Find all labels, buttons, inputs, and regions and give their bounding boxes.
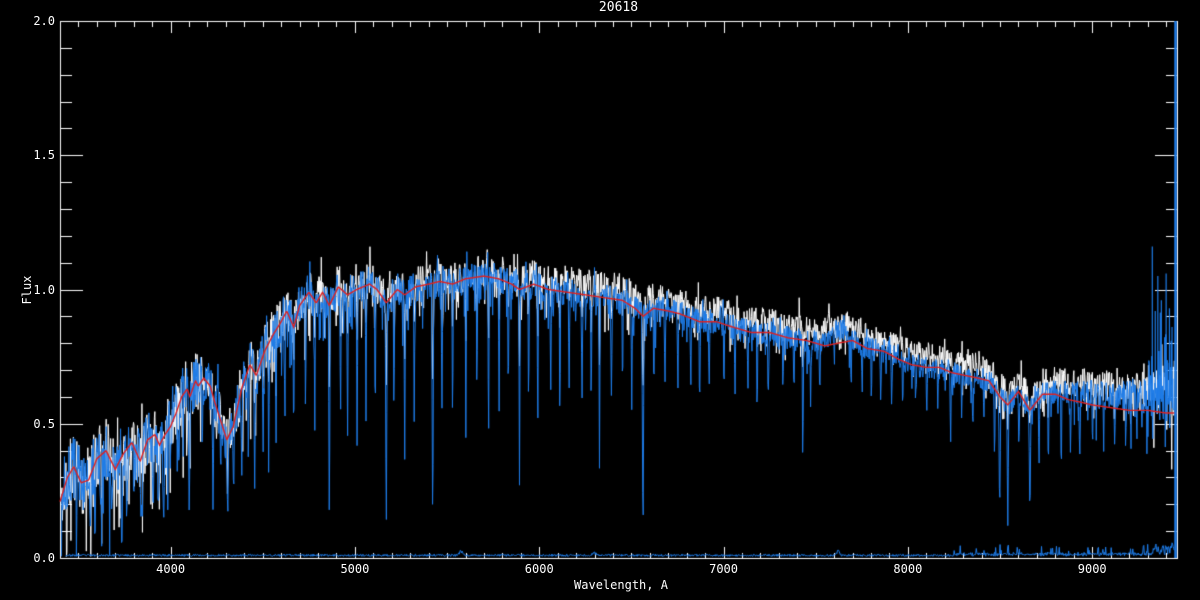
y-tick-label: 1.5 (33, 148, 55, 163)
y-tick-label: 2.0 (33, 14, 55, 28)
x-tick-label: 8000 (893, 562, 923, 576)
x-tick-label: 9000 (1077, 562, 1107, 576)
x-axis-label: Wavelength, A (574, 578, 668, 592)
x-tick-label: 4000 (156, 562, 186, 576)
plot-title: 20618 (598, 0, 639, 15)
y-tick-label: 0.0 (33, 551, 55, 565)
x-tick-label: 6000 (524, 562, 554, 576)
x-tick-label: 5000 (340, 562, 370, 576)
x-tick-label: 7000 (709, 562, 739, 576)
y-tick-label: 1.0 (33, 282, 55, 297)
y-tick-label: 0.5 (33, 416, 55, 431)
